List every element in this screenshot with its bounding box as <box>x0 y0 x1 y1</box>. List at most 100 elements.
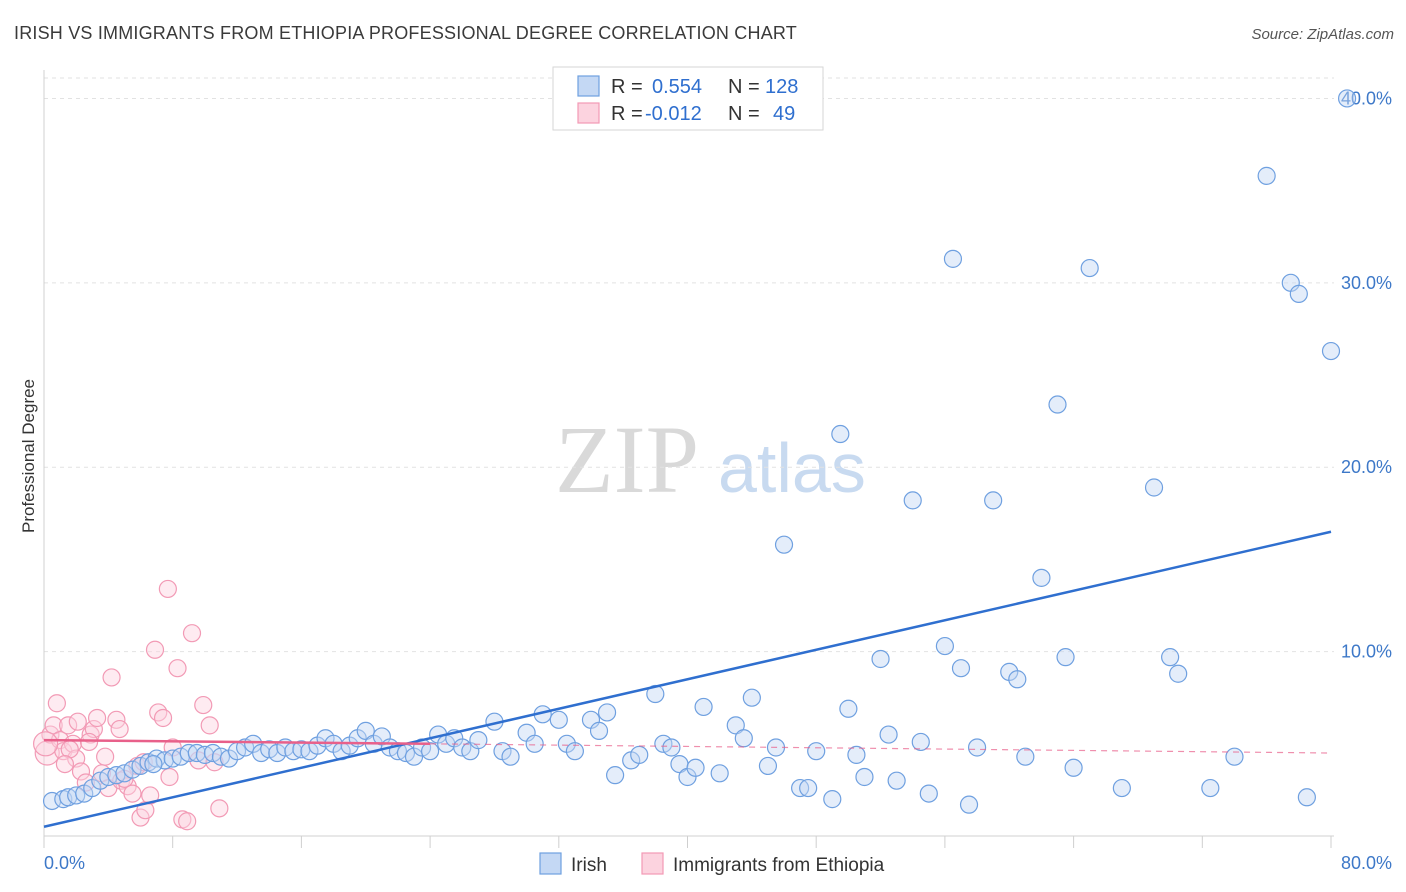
irish-point <box>356 721 375 740</box>
gridlines <box>44 77 1334 653</box>
ethiopia-point <box>123 784 142 803</box>
legend-n-value-1: 128 <box>765 76 798 98</box>
ethiopia-point <box>79 732 99 752</box>
irish-point <box>630 745 649 764</box>
irish-point <box>1321 341 1341 361</box>
irish-point <box>1056 648 1075 667</box>
irish-point <box>855 767 874 787</box>
y-tick-label: 20.0% <box>1341 457 1392 477</box>
ethiopia-point <box>81 725 100 744</box>
legend-r-label-1: R = <box>611 76 643 98</box>
legend-r-value-2: -0.012 <box>645 103 702 125</box>
irish-point <box>758 756 778 776</box>
legend-swatch-irish <box>577 75 600 97</box>
irish-point <box>597 703 617 722</box>
source-label: Source: ZipAtlas.com <box>1251 26 1394 43</box>
ethiopia-trend-line <box>43 738 431 746</box>
irish-point <box>606 766 625 785</box>
irish-point <box>726 716 745 735</box>
irish-point <box>943 249 963 268</box>
irish-point <box>1225 747 1244 766</box>
irish-point <box>774 535 794 554</box>
irish-point <box>871 649 890 669</box>
ethiopia-point <box>194 695 213 715</box>
irish-point <box>565 742 584 761</box>
legend-swatch-ethiopia <box>577 102 600 124</box>
irish-point <box>734 729 753 748</box>
ethiopia-point <box>71 762 91 781</box>
series-legend-swatch-irish <box>539 852 562 875</box>
ethiopia-point <box>210 799 229 818</box>
irish-point <box>1016 747 1035 766</box>
legend-r-label-2: R = <box>611 103 643 125</box>
irish-point <box>710 764 729 783</box>
irish-point <box>1169 664 1188 683</box>
x-tick-min: 0.0% <box>44 853 85 873</box>
irish-point <box>1297 788 1316 807</box>
irish-point <box>589 721 609 740</box>
irish-point <box>984 491 1003 510</box>
irish-point <box>911 732 930 752</box>
irish-trend-line <box>43 530 1332 828</box>
irish-point <box>469 731 488 750</box>
irish-point <box>1144 478 1164 497</box>
irish-point <box>1032 568 1051 587</box>
legend-n-value-2: 49 <box>773 103 795 125</box>
irish-point <box>847 745 866 764</box>
legend-r-value-1: 0.554 <box>652 76 702 98</box>
ethiopia-point <box>55 754 75 774</box>
irish-point <box>831 424 850 444</box>
irish-point <box>919 784 938 803</box>
ethiopia-point <box>59 716 78 735</box>
irish-point <box>1289 284 1308 303</box>
legend-n-label-2: N = <box>728 103 760 125</box>
irish-point <box>694 697 713 717</box>
irish-point <box>839 699 858 718</box>
irish-point <box>951 659 971 678</box>
irish-point <box>686 758 705 777</box>
x-axis-ticks <box>43 836 1332 848</box>
legend-n-label-1: N = <box>728 76 760 98</box>
trend-lines <box>43 530 1332 828</box>
ethiopia-point <box>160 767 179 787</box>
ethiopia-point <box>149 703 168 722</box>
y-tick-label: 30.0% <box>1341 273 1392 293</box>
irish-point <box>662 738 681 757</box>
irish-point <box>525 734 544 753</box>
y-tick-labels: 10.0%20.0%30.0%40.0% <box>1341 88 1392 661</box>
watermark-zip: ZIP <box>555 406 699 513</box>
series-legend-irish: Irish <box>571 855 607 876</box>
irish-point <box>967 738 987 757</box>
ethiopia-point <box>68 712 87 731</box>
irish-point <box>1064 758 1083 777</box>
irish-point <box>807 742 826 761</box>
ethiopia-trend-extension <box>430 743 1332 754</box>
ethiopia-point <box>102 668 121 687</box>
irish-point <box>144 754 163 774</box>
irish-point <box>823 790 842 809</box>
series-irish-points <box>42 89 1357 814</box>
chart-title: IRISH VS IMMIGRANTS FROM ETHIOPIA PROFES… <box>14 23 797 43</box>
ethiopia-point <box>145 640 165 659</box>
irish-point <box>799 778 818 798</box>
irish-point <box>1048 395 1067 414</box>
irish-point <box>879 725 898 744</box>
irish-point <box>1201 778 1220 798</box>
y-tick-label: 10.0% <box>1341 642 1392 662</box>
irish-point <box>1008 670 1027 689</box>
irish-point <box>549 710 568 729</box>
irish-point <box>887 771 906 790</box>
y-axis-label: Professional Degree <box>19 379 38 533</box>
ethiopia-point <box>96 747 115 766</box>
irish-point <box>1080 258 1099 278</box>
series-legend-swatch-ethiopia <box>641 852 664 875</box>
ethiopia-point <box>168 659 187 678</box>
irish-point <box>1257 166 1276 185</box>
irish-point <box>1337 89 1357 108</box>
ethiopia-point <box>153 708 173 728</box>
irish-point <box>959 795 979 814</box>
irish-point <box>421 742 440 761</box>
ethiopia-point <box>136 801 155 820</box>
series-legend-ethiopia: Immigrants from Ethiopia <box>673 855 885 876</box>
